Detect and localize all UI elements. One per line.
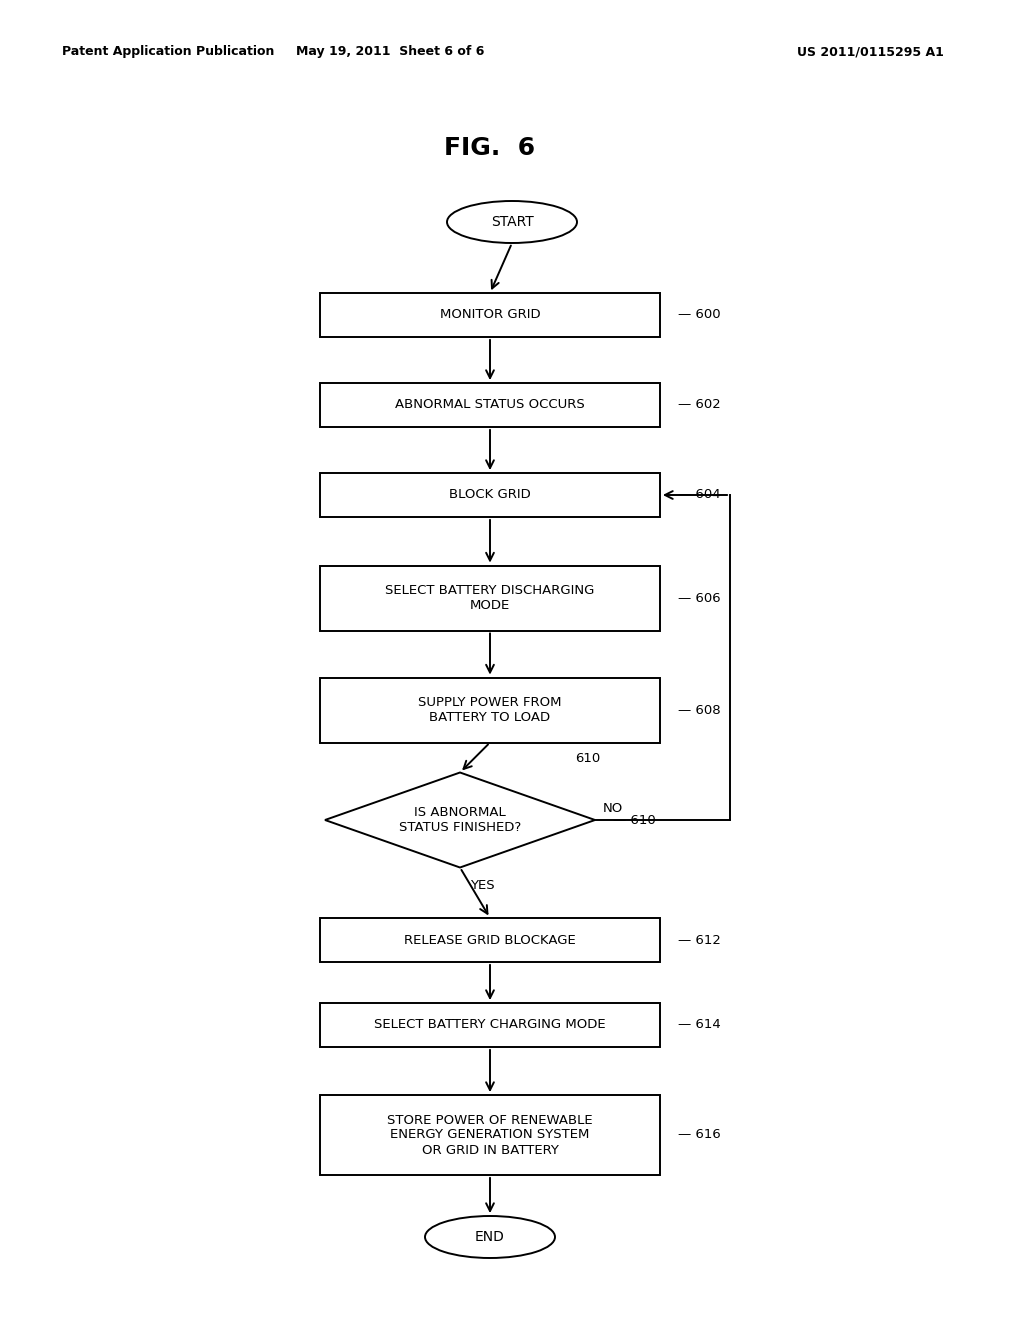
Text: — 608: — 608 [678,704,721,717]
Text: RELEASE GRID BLOCKAGE: RELEASE GRID BLOCKAGE [404,933,575,946]
Text: — 614: — 614 [678,1019,721,1031]
FancyBboxPatch shape [319,1003,660,1047]
Text: START: START [490,215,534,228]
Text: ABNORMAL STATUS OCCURS: ABNORMAL STATUS OCCURS [395,399,585,412]
Text: — 610: — 610 [613,813,655,826]
Text: MONITOR GRID: MONITOR GRID [439,309,541,322]
Text: — 612: — 612 [678,933,721,946]
Text: 610: 610 [575,751,600,764]
FancyBboxPatch shape [319,473,660,517]
Text: BLOCK GRID: BLOCK GRID [450,488,530,502]
Text: YES: YES [470,879,495,892]
Text: SELECT BATTERY CHARGING MODE: SELECT BATTERY CHARGING MODE [374,1019,606,1031]
FancyBboxPatch shape [319,383,660,426]
Text: — 600: — 600 [678,309,721,322]
Ellipse shape [425,1216,555,1258]
Text: STORE POWER OF RENEWABLE
ENERGY GENERATION SYSTEM
OR GRID IN BATTERY: STORE POWER OF RENEWABLE ENERGY GENERATI… [387,1114,593,1156]
Text: — 602: — 602 [678,399,721,412]
FancyBboxPatch shape [319,293,660,337]
Text: — 616: — 616 [678,1129,721,1142]
Text: — 606: — 606 [678,591,721,605]
FancyBboxPatch shape [319,1096,660,1175]
FancyBboxPatch shape [319,565,660,631]
Text: — 604: — 604 [678,488,721,502]
Text: SELECT BATTERY DISCHARGING
MODE: SELECT BATTERY DISCHARGING MODE [385,583,595,612]
Text: Patent Application Publication: Patent Application Publication [62,45,274,58]
Text: IS ABNORMAL
STATUS FINISHED?: IS ABNORMAL STATUS FINISHED? [399,807,521,834]
Text: END: END [475,1230,505,1243]
Text: NO: NO [603,801,624,814]
Text: FIG.  6: FIG. 6 [444,136,536,160]
Text: US 2011/0115295 A1: US 2011/0115295 A1 [797,45,943,58]
FancyBboxPatch shape [319,917,660,962]
Text: May 19, 2011  Sheet 6 of 6: May 19, 2011 Sheet 6 of 6 [296,45,484,58]
FancyBboxPatch shape [319,677,660,742]
Text: SUPPLY POWER FROM
BATTERY TO LOAD: SUPPLY POWER FROM BATTERY TO LOAD [418,696,562,723]
Ellipse shape [447,201,577,243]
Polygon shape [325,772,595,867]
